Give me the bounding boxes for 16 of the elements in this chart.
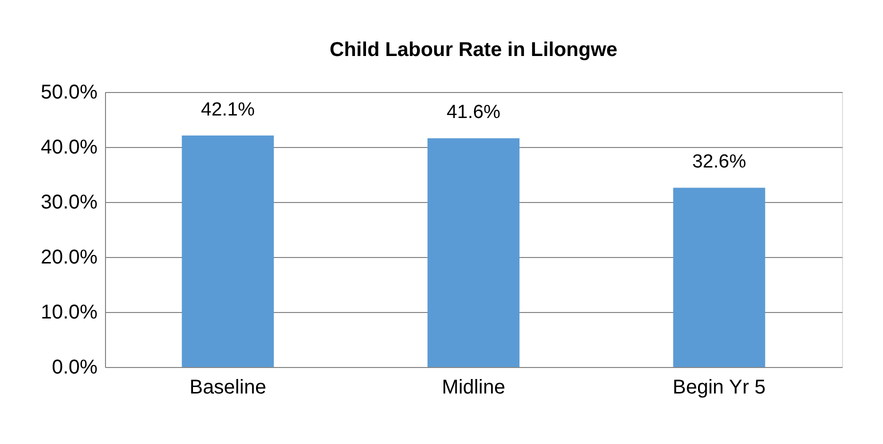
bar [182,135,274,367]
y-tick-label: 20.0% [40,246,98,268]
y-tick-label: 10.0% [40,302,98,324]
data-label: 42.1% [200,99,255,120]
y-tick-label: 0.0% [52,356,98,378]
data-label: 41.6% [446,102,501,124]
x-tick-label: Midline [442,376,506,398]
data-label: 32.6% [692,152,746,173]
y-tick-label: 30.0% [40,192,98,214]
y-tick-label: 50.0% [40,82,98,104]
bar [428,138,520,367]
x-tick-label: Baseline [189,376,266,398]
y-tick-label: 40.0% [40,136,98,158]
chart-title: Child Labour Rate in Lilongwe [330,39,618,61]
x-tick-label: Begin Yr 5 [672,376,766,398]
bar [673,188,766,367]
